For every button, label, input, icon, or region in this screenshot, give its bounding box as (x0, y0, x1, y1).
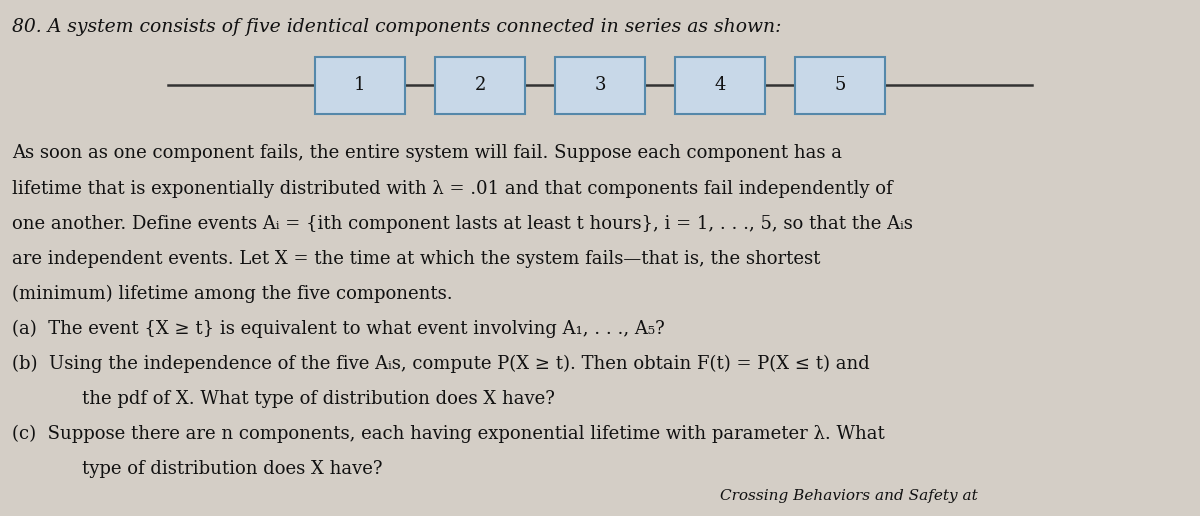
FancyBboxPatch shape (554, 57, 646, 114)
FancyBboxPatch shape (436, 57, 526, 114)
FancyBboxPatch shape (674, 57, 766, 114)
Text: 2: 2 (474, 76, 486, 94)
FancyBboxPatch shape (314, 57, 406, 114)
FancyBboxPatch shape (796, 57, 886, 114)
Text: (c)  Suppose there are n components, each having exponential lifetime with param: (c) Suppose there are n components, each… (12, 425, 884, 443)
Text: Crossing Behaviors and Safety at: Crossing Behaviors and Safety at (720, 489, 978, 503)
Text: As soon as one component fails, the entire system will fail. Suppose each compon: As soon as one component fails, the enti… (12, 144, 842, 163)
Text: lifetime that is exponentially distributed with λ = .01 and that components fail: lifetime that is exponentially distribut… (12, 180, 893, 198)
Text: one another. Define events Aᵢ = {ith component lasts at least t hours}, i = 1, .: one another. Define events Aᵢ = {ith com… (12, 215, 913, 233)
Text: 4: 4 (714, 76, 726, 94)
Text: 5: 5 (834, 76, 846, 94)
Text: 1: 1 (354, 76, 366, 94)
Text: type of distribution does X have?: type of distribution does X have? (82, 460, 382, 478)
Text: 80. A system consists of five identical components connected in series as shown:: 80. A system consists of five identical … (12, 18, 781, 36)
Text: (b)  Using the independence of the five Aᵢs, compute P(X ≥ t). Then obtain F(t) : (b) Using the independence of the five A… (12, 355, 870, 373)
Text: (minimum) lifetime among the five components.: (minimum) lifetime among the five compon… (12, 285, 452, 303)
Text: (a)  The event {X ≥ t} is equivalent to what event involving A₁, . . ., A₅?: (a) The event {X ≥ t} is equivalent to w… (12, 320, 665, 338)
Text: are independent events. Let X = the time at which the system fails—that is, the : are independent events. Let X = the time… (12, 250, 821, 268)
Text: 3: 3 (594, 76, 606, 94)
Text: the pdf of X. What type of distribution does X have?: the pdf of X. What type of distribution … (82, 390, 554, 408)
